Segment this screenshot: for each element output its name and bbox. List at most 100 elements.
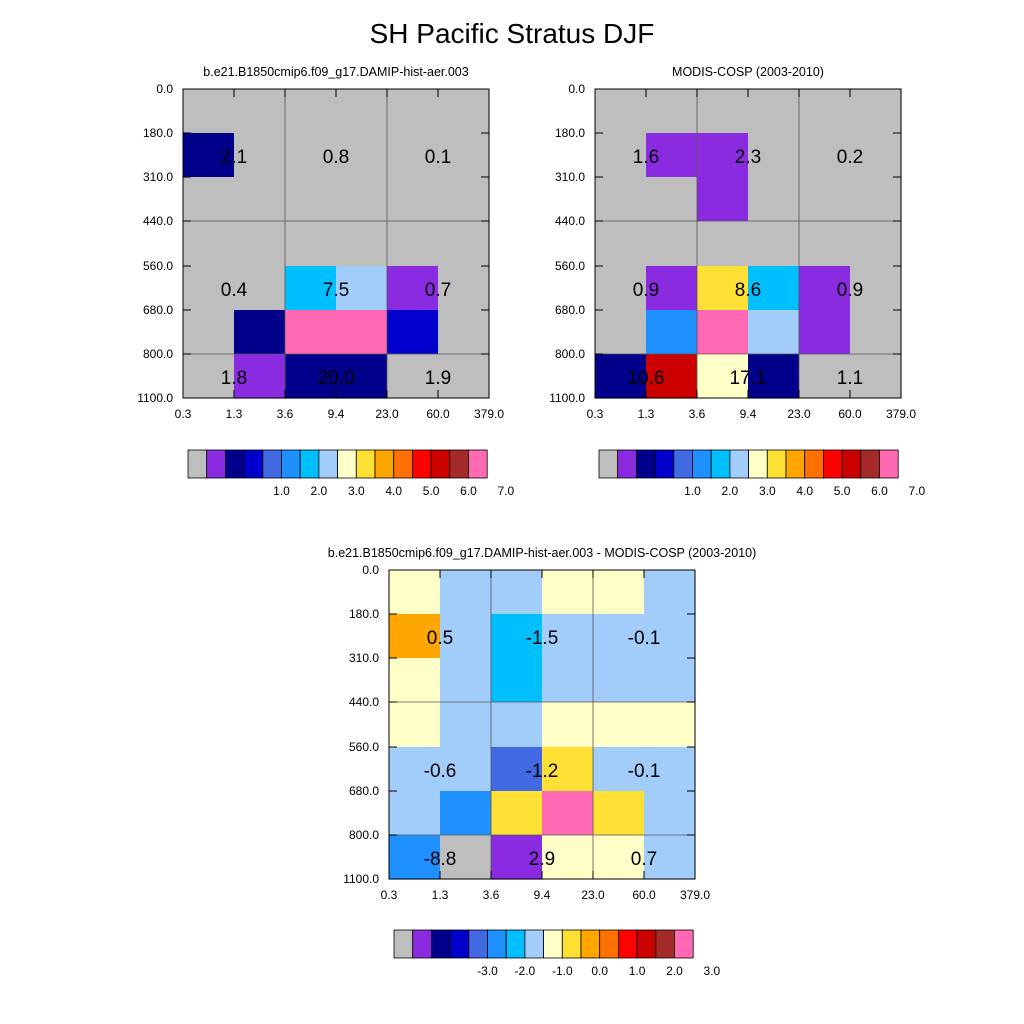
colorbar-label: 2.0 [666, 964, 683, 978]
y-tick-label: 560.0 [143, 259, 173, 273]
data-label: 0.2 [837, 147, 863, 168]
heatmap-cell [285, 266, 337, 311]
colorbar-box [318, 449, 338, 479]
heatmap-cell [491, 835, 543, 880]
heatmap-cell [440, 747, 492, 792]
colorbar-box [841, 449, 862, 479]
colorbar-box [224, 449, 245, 479]
colorbar-label: 1.0 [273, 484, 290, 498]
colorbar-box [262, 449, 282, 479]
colorbar-box [710, 449, 731, 479]
heatmap-cell [542, 791, 594, 836]
heatmap-cell [646, 354, 698, 399]
heatmap-cell [285, 89, 337, 134]
heatmap-cell [748, 177, 800, 222]
heatmap-cell [285, 221, 337, 267]
colorbar-box [823, 449, 843, 479]
heatmap-cell [440, 835, 492, 880]
x-tick-label: 3.6 [277, 407, 294, 421]
y-tick-label: 0.0 [362, 563, 379, 577]
heatmap-cell [440, 570, 492, 615]
heatmap-cell [697, 133, 749, 178]
panel-1: b.e21.B1850cmip6.f09_g17.DAMIP-hist-aer.… [137, 65, 514, 498]
x-tick-label: 23.0 [787, 407, 811, 421]
x-tick-label: 9.4 [740, 407, 757, 421]
heatmap-cell [438, 89, 490, 134]
colorbar-label: 4.0 [796, 484, 813, 498]
heatmap-cell [387, 354, 439, 399]
heatmap-cell [183, 177, 235, 222]
y-tick-label: 310.0 [143, 170, 173, 184]
heatmap-cell [389, 702, 441, 748]
colorbar-box [374, 449, 395, 479]
y-tick-label: 800.0 [555, 347, 585, 361]
heatmap-cell [438, 310, 490, 355]
colorbar-box [618, 929, 638, 959]
panel-3: b.e21.B1850cmip6.f09_g17.DAMIP-hist-aer.… [328, 546, 756, 978]
colorbar-box [879, 449, 899, 479]
heatmap-cell [595, 310, 647, 355]
y-tick-label: 180.0 [349, 607, 379, 621]
heatmap-cell [697, 89, 749, 134]
colorbar-box [748, 449, 768, 479]
y-tick-label: 310.0 [555, 170, 585, 184]
heatmap-cell [748, 133, 800, 178]
data-label: 0.5 [427, 628, 453, 649]
colorbar-box [598, 449, 619, 479]
data-label: 2.3 [735, 147, 761, 168]
data-label: 2.1 [221, 147, 247, 168]
heatmap-cell [491, 658, 543, 703]
x-tick-label: 1.3 [432, 888, 449, 902]
colorbar-box [580, 929, 601, 959]
heatmap-cell [593, 747, 645, 792]
x-tick-label: 60.0 [632, 888, 656, 902]
heatmap-cell [285, 354, 337, 399]
colorbar-box [766, 449, 787, 479]
x-tick-label: 379.0 [680, 888, 710, 902]
y-tick-label: 1100.0 [549, 391, 585, 405]
heatmap-cell [748, 221, 800, 267]
heatmap-cell [389, 570, 441, 615]
colorbar-box [785, 449, 806, 479]
y-tick-label: 680.0 [555, 303, 585, 317]
y-tick-label: 680.0 [349, 784, 379, 798]
colorbar-box [187, 449, 208, 479]
colorbar-box [505, 929, 526, 959]
colorbar-box [561, 929, 582, 959]
heatmap-cell [799, 266, 851, 311]
colorbar-box [449, 449, 469, 479]
colorbar-label: -2.0 [515, 964, 536, 978]
heatmap-cell [644, 702, 696, 748]
y-tick-label: 1100.0 [343, 872, 379, 886]
heatmap-cell [850, 310, 902, 355]
colorbar-label: 4.0 [385, 484, 402, 498]
heatmap-cell [183, 89, 235, 134]
heatmap-cell [646, 89, 698, 134]
colorbar-label: 3.0 [348, 484, 365, 498]
heatmap-cell [850, 354, 902, 399]
heatmap-cell [491, 791, 543, 836]
heatmap-cell [336, 89, 388, 134]
colorbar-label: 3.0 [759, 484, 776, 498]
colorbar-box [449, 929, 470, 959]
heatmap-cell [234, 221, 286, 267]
colorbar-box [411, 449, 432, 479]
colorbar-label: 5.0 [834, 484, 851, 498]
heatmap-cell [336, 354, 388, 399]
data-label: 0.1 [425, 147, 451, 168]
heatmap-cell [646, 177, 698, 222]
heatmap-cell [183, 354, 235, 399]
colorbar-box [468, 929, 488, 959]
heatmap-cell [389, 614, 441, 659]
heatmap-cell [438, 221, 490, 267]
heatmap-cell [646, 133, 698, 178]
data-label: 17.1 [730, 368, 767, 389]
heatmap-cell [644, 614, 696, 659]
heatmap-cell [389, 791, 441, 836]
heatmap-cell [542, 747, 594, 792]
heatmap-cell [387, 266, 439, 311]
heatmap-cell [389, 658, 441, 703]
data-label: 0.7 [425, 280, 451, 301]
heatmap-cell [595, 89, 647, 134]
heatmap-cell [593, 791, 645, 836]
